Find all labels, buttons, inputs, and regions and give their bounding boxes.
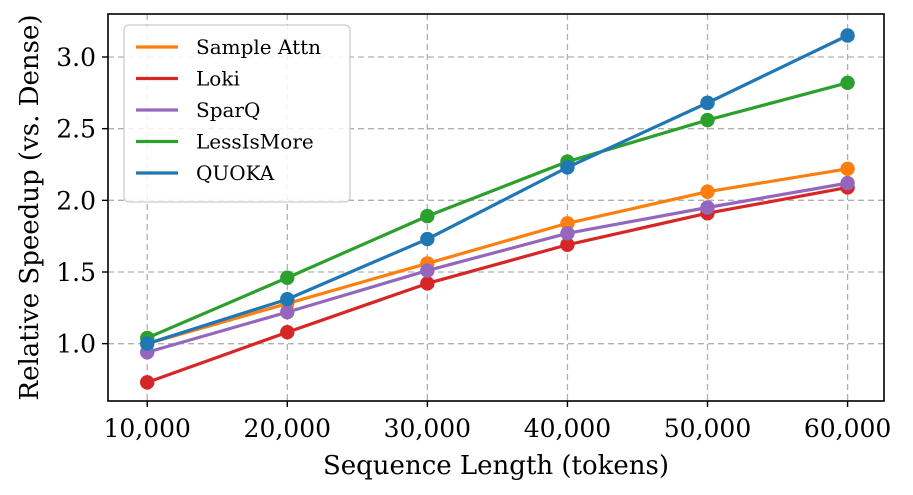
data-point <box>140 375 155 390</box>
x-axis-label: Sequence Length (tokens) <box>323 451 669 481</box>
series-line <box>145 81 850 340</box>
data-point <box>420 276 435 291</box>
y-axis: 1.0 1.5 2.0 2.5 3.0 <box>56 43 108 359</box>
data-point <box>560 216 575 231</box>
data-point <box>280 325 295 340</box>
data-point <box>140 336 155 351</box>
data-point <box>840 175 855 191</box>
data-point <box>840 161 855 176</box>
x-tick-label: 10,000 <box>103 414 190 443</box>
data-point <box>420 208 435 224</box>
series-line <box>145 181 850 354</box>
data-point <box>560 160 575 175</box>
data-point <box>560 237 575 252</box>
data-point <box>420 231 435 247</box>
data-point <box>280 292 295 307</box>
data-point <box>700 112 715 128</box>
plot-frame <box>107 13 885 402</box>
y-tick-label: 1.0 <box>56 330 96 359</box>
x-tick-label: 50,000 <box>664 414 751 443</box>
series-line <box>145 167 850 346</box>
series-line <box>145 33 850 346</box>
data-point <box>420 263 435 278</box>
series-quoka <box>140 28 855 351</box>
y-tick-label: 1.5 <box>56 258 96 287</box>
legend: Sample Attn Loki SparQ LessIsMore QUOKA <box>123 24 351 203</box>
legend-label: SparQ <box>196 98 260 122</box>
legend-label: LessIsMore <box>196 130 314 154</box>
y-axis-label: Relative Speedup (vs. Dense) <box>15 15 45 401</box>
legend-label: Loki <box>196 67 240 91</box>
data-point <box>700 200 715 215</box>
x-tick-label: 60,000 <box>804 414 891 443</box>
series-loki <box>140 180 855 390</box>
x-axis: 10,000 20,000 30,000 40,000 50,000 60,000 <box>103 401 891 443</box>
y-tick-label: 2.0 <box>56 186 96 215</box>
legend-label: QUOKA <box>196 161 275 185</box>
legend-label: Sample Attn <box>196 35 321 59</box>
series-line <box>145 185 850 384</box>
x-tick-label: 30,000 <box>384 414 471 443</box>
data-point <box>280 304 295 320</box>
data-point <box>700 184 715 199</box>
x-tick-label: 40,000 <box>524 414 611 443</box>
data-point <box>280 270 295 285</box>
data-point <box>840 75 855 91</box>
y-tick-label: 3.0 <box>56 43 96 72</box>
data-point <box>840 28 855 43</box>
legend-box <box>123 24 351 203</box>
series-layer <box>140 28 855 390</box>
x-tick-label: 20,000 <box>244 414 331 443</box>
data-point <box>560 226 575 241</box>
y-tick-label: 2.5 <box>56 115 96 144</box>
data-point <box>700 95 715 111</box>
